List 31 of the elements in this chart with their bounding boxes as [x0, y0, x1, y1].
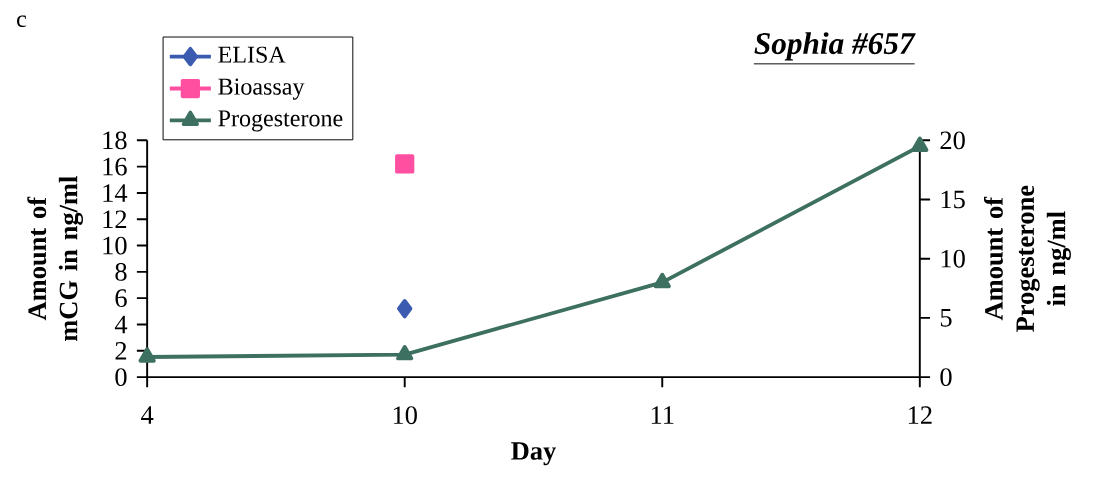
- y2-axis-title: Amount of Progesterone in ng/ml: [983, 185, 1071, 333]
- x-tick-label: 4: [141, 406, 154, 424]
- y-tick-label: 8: [115, 263, 127, 281]
- point: [911, 136, 929, 153]
- x-tick-label: 10: [393, 406, 417, 425]
- point: [138, 347, 156, 363]
- y2-tick-label: 5: [940, 309, 952, 327]
- y-tick-label: 0: [115, 368, 127, 387]
- legend-label: Progesterone: [218, 110, 343, 132]
- y2-tick-label: 0: [940, 368, 952, 387]
- y-tick-label: 6: [115, 289, 127, 308]
- point: [653, 272, 671, 289]
- y-tick-label: 16: [103, 157, 127, 176]
- y-tick-label: 18: [103, 131, 127, 150]
- y2-tick-label: 15: [941, 190, 965, 209]
- y-tick-label: 14: [103, 184, 128, 202]
- point: [396, 345, 414, 361]
- x-tick-label: 11: [651, 406, 674, 424]
- y-axis-title: Amount of mCG in ng/ml: [27, 176, 84, 342]
- x-tick-label: 12: [908, 406, 932, 424]
- y-tick-label: 2: [115, 342, 127, 360]
- x-axis-title: Day: [511, 442, 557, 466]
- text: c: [17, 15, 27, 28]
- y-tick-label: 12: [103, 210, 127, 229]
- y2-tick-label: 20: [940, 131, 965, 150]
- y-tick-label: 4: [114, 315, 128, 334]
- legend-label: ELISA: [218, 46, 286, 63]
- chart-title: Sophia #657: [754, 32, 916, 61]
- legend-label: Bioassay: [218, 78, 305, 100]
- y-tick-label: 10: [103, 236, 127, 255]
- y2-tick-label: 10: [941, 249, 965, 268]
